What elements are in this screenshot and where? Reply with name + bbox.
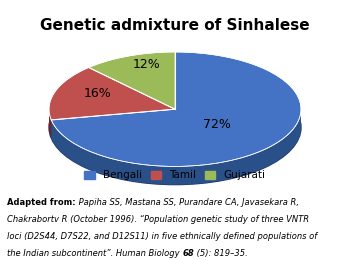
Text: 16%: 16% (84, 87, 112, 100)
Text: 12%: 12% (133, 58, 161, 72)
Text: 68: 68 (182, 249, 194, 258)
Text: Adapted from:: Adapted from: (7, 198, 76, 207)
Polygon shape (89, 52, 175, 109)
Ellipse shape (49, 70, 301, 185)
Polygon shape (51, 111, 301, 185)
Text: Chakrabortv R (October 1996). “Population genetic study of three VNTR: Chakrabortv R (October 1996). “Populatio… (7, 215, 309, 224)
Text: the Indian subcontinent”. Human Biology: the Indian subcontinent”. Human Biology (7, 249, 182, 258)
Text: loci (D2S44, D7S22, and D12S11) in five ethnically defined populations of: loci (D2S44, D7S22, and D12S11) in five … (7, 232, 317, 241)
Text: 72%: 72% (203, 118, 231, 131)
Polygon shape (51, 52, 301, 166)
Text: Genetic admixture of Sinhalese: Genetic admixture of Sinhalese (40, 18, 310, 33)
Polygon shape (49, 109, 51, 138)
Polygon shape (49, 68, 175, 120)
Text: Papiha SS, Mastana SS, Purandare CA, Javasekara R,: Papiha SS, Mastana SS, Purandare CA, Jav… (76, 198, 299, 207)
Text: (5): 819–35.: (5): 819–35. (194, 249, 248, 258)
Legend: Bengali, Tamil, Gujarati: Bengali, Tamil, Gujarati (80, 166, 270, 185)
